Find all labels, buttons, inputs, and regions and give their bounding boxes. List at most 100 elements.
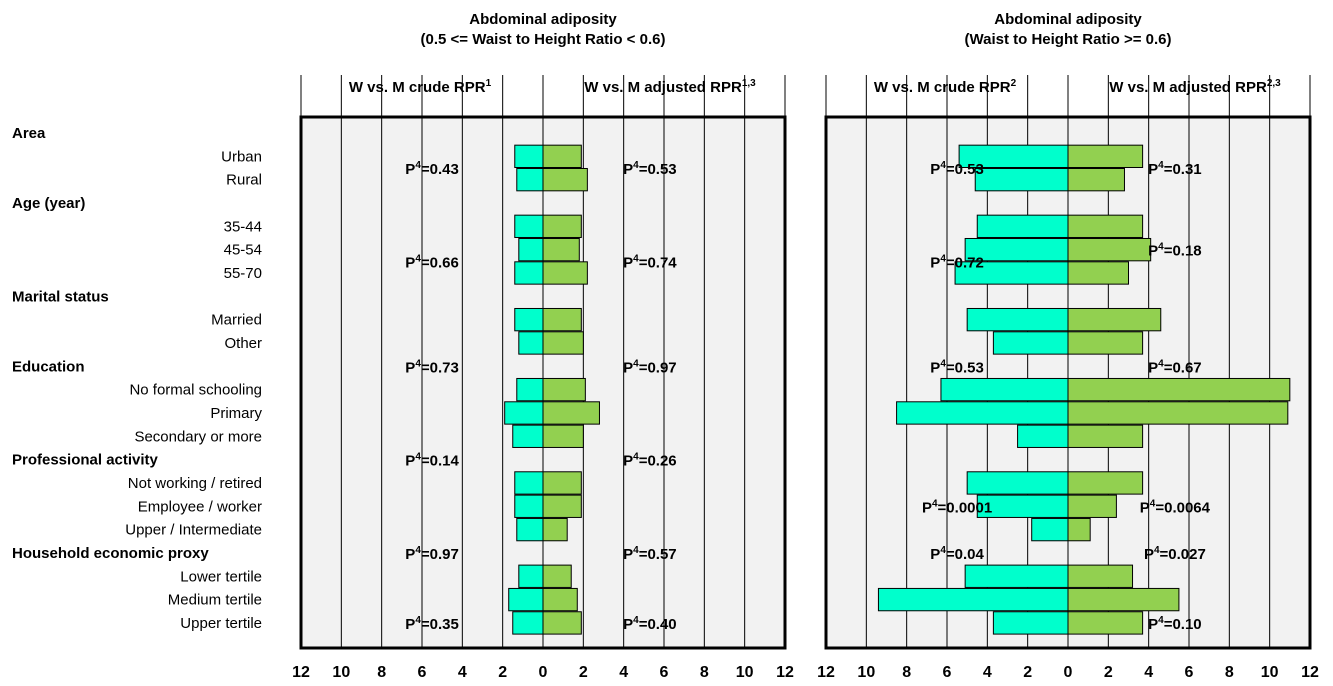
tick-label: 6 <box>943 664 952 681</box>
panel-title: Abdominal adiposity <box>469 11 617 28</box>
crude-bar <box>518 331 544 355</box>
group-label: Area <box>12 125 46 142</box>
tick-label: 2 <box>1023 664 1032 681</box>
pvalue-adjusted: P4=0.97 <box>623 358 677 376</box>
adjusted-bar <box>1067 214 1144 238</box>
adjusted-bar <box>1067 517 1091 542</box>
row-label: Urban <box>221 148 262 165</box>
crude-bar <box>514 261 544 285</box>
adjusted-bar <box>542 494 582 518</box>
adjusted-bar <box>542 564 572 588</box>
adjusted-bar <box>1067 331 1144 355</box>
row-label: Primary <box>210 405 262 422</box>
pvalue-adjusted: P4=0.57 <box>623 545 677 563</box>
crude-bar <box>992 331 1069 355</box>
row-label: Rural <box>226 172 262 189</box>
tick-label: 12 <box>1301 664 1319 681</box>
tick-label: 4 <box>458 664 467 681</box>
tick-label: 12 <box>292 664 310 681</box>
crude-bar <box>514 307 544 332</box>
crude-bar <box>514 471 544 495</box>
pvalue-adjusted: P4=0.31 <box>1148 160 1202 178</box>
panel-title: Abdominal adiposity <box>994 11 1142 28</box>
crude-bar <box>518 564 544 588</box>
adjusted-bar <box>1067 587 1180 612</box>
row-label: 45-54 <box>224 242 262 259</box>
crude-header: W vs. M crude RPR2 <box>874 78 1017 96</box>
panel-border <box>299 115 787 650</box>
crude-bar <box>514 494 544 518</box>
crude-bar <box>896 401 1069 425</box>
adjusted-bar <box>542 517 568 542</box>
pvalue-adjusted: P4=0.18 <box>1148 242 1202 260</box>
pvalue-adjusted: P4=0.027 <box>1144 545 1206 563</box>
adjusted-bar <box>1067 494 1117 518</box>
adjusted-bar <box>542 214 582 238</box>
crude-bar <box>966 471 1069 495</box>
row-label: Married <box>211 312 262 329</box>
crude-bar <box>514 144 544 168</box>
pvalue-crude: P4=0.0001 <box>922 498 992 516</box>
group-label: Age (year) <box>12 195 85 212</box>
pvalue-adjusted: P4=0.53 <box>623 160 677 178</box>
pvalue-adjusted: P4=0.26 <box>623 452 677 470</box>
adjusted-bar <box>1067 237 1152 262</box>
tick-label: 2 <box>579 664 588 681</box>
row-label: 35-44 <box>224 218 262 235</box>
adjusted-bar <box>542 331 584 355</box>
crude-bar <box>1031 517 1069 542</box>
tick-label: 2 <box>1104 664 1113 681</box>
pvalue-crude: P4=0.97 <box>405 545 459 563</box>
crude-bar <box>504 401 544 425</box>
crude-bar <box>992 611 1069 635</box>
crude-bar <box>516 167 544 192</box>
row-label: Not working / retired <box>128 475 262 492</box>
adjusted-bar <box>1067 144 1144 168</box>
crude-header: W vs. M crude RPR1 <box>349 78 492 96</box>
adjusted-header: W vs. M adjusted RPR2,3 <box>1109 78 1281 96</box>
tick-label: 0 <box>1064 664 1073 681</box>
crude-bar <box>976 214 1069 238</box>
pvalue-crude: P4=0.095 <box>926 0 988 4</box>
group-label: Marital status <box>12 288 109 305</box>
adjusted-bar <box>542 144 582 168</box>
adjusted-bar <box>1067 424 1144 448</box>
crude-bar <box>940 377 1069 402</box>
adjusted-bar <box>542 307 582 332</box>
panel-subtitle: (Waist to Height Ratio >= 0.6) <box>965 31 1172 48</box>
tick-label: 10 <box>332 664 350 681</box>
adjusted-bar <box>1067 611 1144 635</box>
pvalue-adjusted: P4=0.40 <box>623 615 677 633</box>
crude-bar <box>512 611 544 635</box>
adjusted-bar <box>542 167 588 192</box>
pvalue-adjusted: P4=0.0064 <box>1140 498 1211 516</box>
row-label: Upper / Intermediate <box>125 522 262 539</box>
pvalue-adjusted: P4=0.74 <box>623 253 677 271</box>
tick-label: 6 <box>418 664 427 681</box>
pvalue-adjusted: P4=0.10 <box>1148 615 1202 633</box>
tick-label: 6 <box>660 664 669 681</box>
adjusted-bar <box>542 377 586 402</box>
group-label: Education <box>12 358 85 375</box>
adjusted-bar <box>1067 377 1291 402</box>
crude-bar <box>518 237 544 262</box>
crude-bar <box>516 377 544 402</box>
group-label: Household economic proxy <box>12 545 209 562</box>
adjusted-bar <box>542 471 582 495</box>
tick-label: 8 <box>902 664 911 681</box>
tick-label: 8 <box>1225 664 1234 681</box>
adjusted-bar <box>542 261 588 285</box>
tick-label: 8 <box>377 664 386 681</box>
adjusted-bar <box>1067 401 1289 425</box>
pvalue-crude: P4=0.73 <box>405 358 459 376</box>
adjusted-bar <box>542 587 578 612</box>
crude-bar <box>508 587 544 612</box>
tick-label: 10 <box>736 664 754 681</box>
tick-label: 2 <box>498 664 507 681</box>
tick-label: 4 <box>983 664 992 681</box>
row-label: 55-70 <box>224 265 262 282</box>
crude-bar <box>512 424 544 448</box>
adjusted-bar <box>542 401 600 425</box>
row-label: Employee / worker <box>138 498 262 515</box>
